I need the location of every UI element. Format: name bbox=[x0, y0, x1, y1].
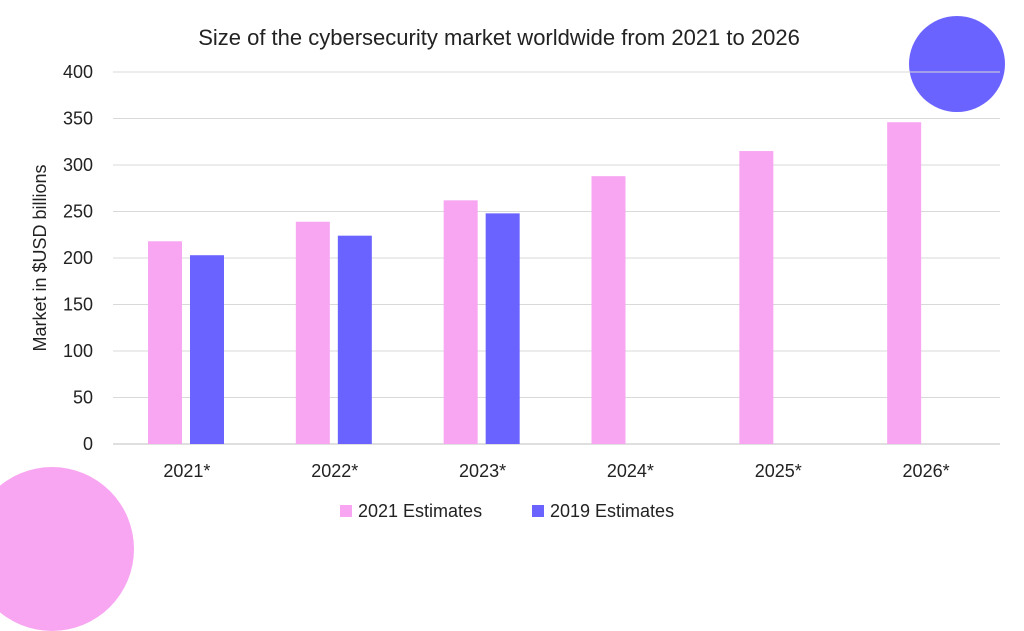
bar-2021-series-0 bbox=[148, 241, 182, 444]
bars bbox=[148, 122, 922, 445]
bar-2023-series-1 bbox=[485, 213, 520, 444]
bar-2023-series-0 bbox=[443, 200, 478, 444]
legend-swatch-0 bbox=[340, 505, 352, 517]
y-tick-label: 150 bbox=[63, 295, 93, 315]
x-tick-label: 2026* bbox=[903, 461, 950, 481]
legend: 2021 Estimates 2019 Estimates bbox=[340, 501, 674, 521]
bar-2021-series-1 bbox=[190, 255, 224, 444]
y-tick-label: 350 bbox=[63, 109, 93, 129]
bar-chart: Size of the cybersecurity market worldwi… bbox=[30, 25, 1000, 521]
y-tick-label: 100 bbox=[63, 341, 93, 361]
y-tick-label: 300 bbox=[63, 155, 93, 175]
chart-title: Size of the cybersecurity market worldwi… bbox=[198, 25, 800, 50]
y-tick-label: 400 bbox=[63, 62, 93, 82]
decorative-circle-purple bbox=[909, 16, 1005, 112]
bar-2026-series-0 bbox=[887, 122, 922, 444]
y-tick-label: 50 bbox=[73, 388, 93, 408]
legend-label-1: 2019 Estimates bbox=[550, 501, 674, 521]
x-tick-label: 2021* bbox=[163, 461, 210, 481]
x-tick-label: 2023* bbox=[459, 461, 506, 481]
x-tick-label: 2022* bbox=[311, 461, 358, 481]
y-tick-label: 200 bbox=[63, 248, 93, 268]
y-tick-label: 250 bbox=[63, 202, 93, 222]
gridlines bbox=[113, 71, 1000, 445]
legend-swatch-1 bbox=[532, 505, 544, 517]
chart-stage: Size of the cybersecurity market worldwi… bbox=[0, 16, 1005, 631]
bar-2022-series-0 bbox=[295, 221, 330, 444]
x-tick-label: 2025* bbox=[755, 461, 802, 481]
bar-2022-series-1 bbox=[337, 235, 372, 444]
x-axis-ticks: 2021* 2022* 2023* 2024* 2025* 2026* bbox=[163, 461, 949, 481]
bar-2025-series-0 bbox=[739, 151, 774, 445]
y-axis-ticks: 0 50 100 150 200 250 300 350 400 bbox=[63, 62, 93, 454]
bar-2024-series-0 bbox=[591, 176, 626, 444]
y-tick-label: 0 bbox=[83, 434, 93, 454]
x-tick-label: 2024* bbox=[607, 461, 654, 481]
y-axis-label: Market in $USD billions bbox=[30, 164, 50, 351]
legend-label-0: 2021 Estimates bbox=[358, 501, 482, 521]
